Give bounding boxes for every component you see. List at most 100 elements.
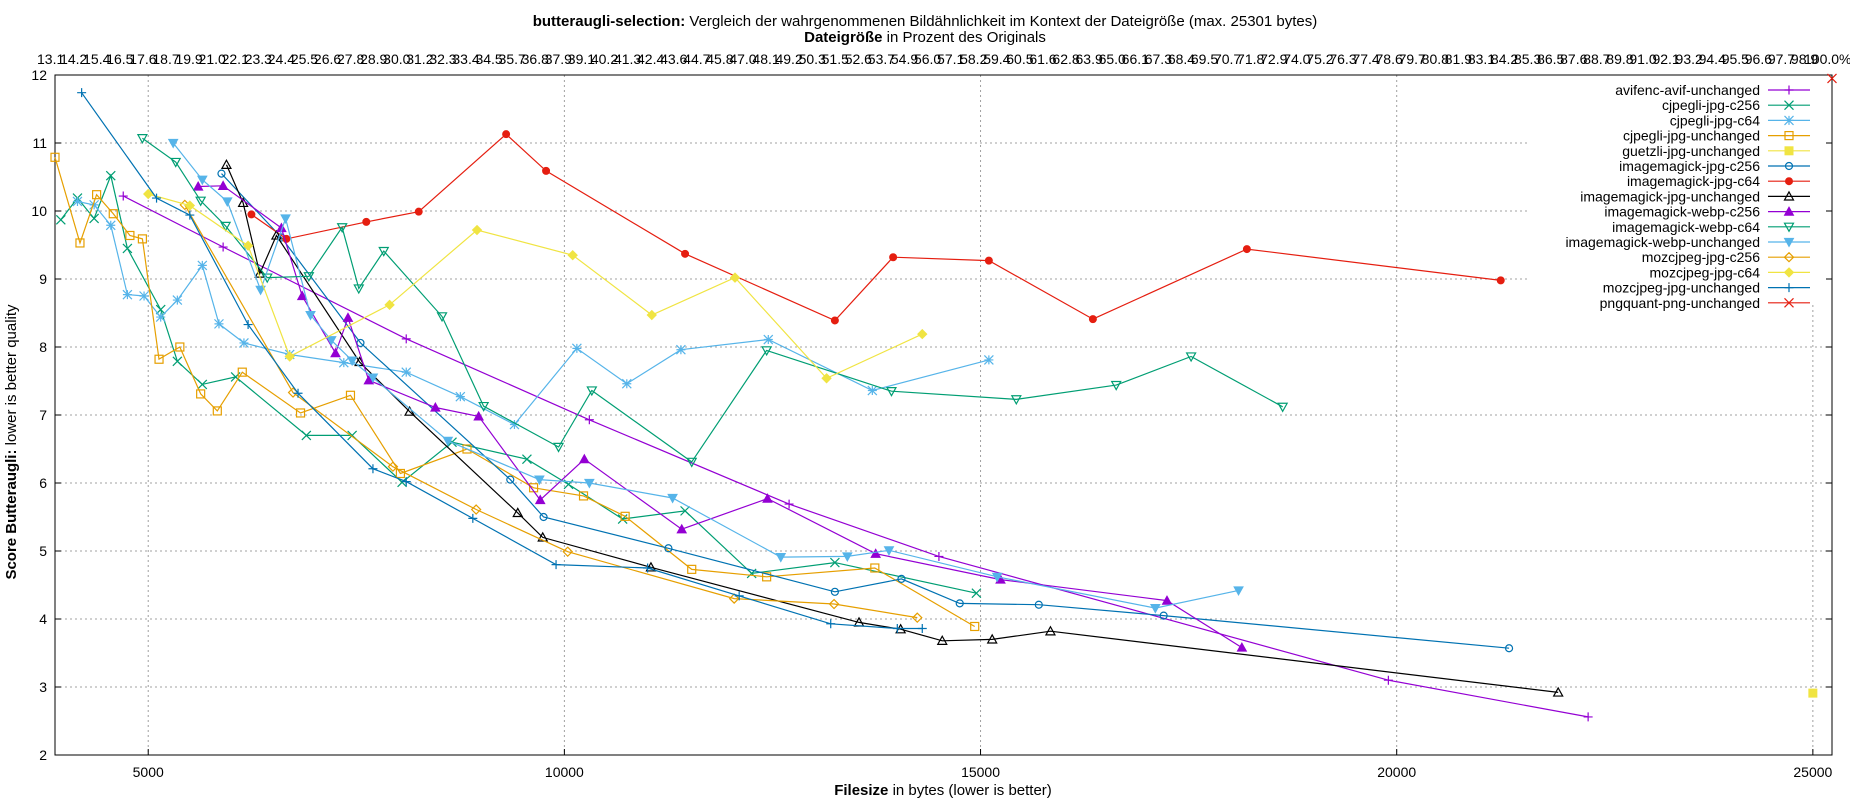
x2-tick-label: 50.3 — [799, 51, 826, 67]
data-point — [676, 523, 688, 534]
x2-tick-label: 94.4 — [1699, 51, 1726, 67]
data-point — [667, 493, 678, 504]
data-point — [217, 180, 229, 190]
data-point — [305, 310, 316, 321]
series-cjpegli-jpg-c256 — [55, 170, 982, 599]
data-point — [363, 374, 375, 385]
legend-item-avifenc-avif-unchanged: avifenc-avif-unchanged — [1615, 82, 1810, 98]
x2-tick-label: 78.6 — [1376, 51, 1403, 67]
data-point — [301, 430, 312, 441]
legend-label: imagemagick-webp-c256 — [1604, 204, 1760, 220]
series-imagemagick-webp-c256 — [192, 180, 1248, 652]
legend-marker — [1783, 237, 1795, 248]
x2-tick-label: 43.6 — [660, 51, 687, 67]
data-point — [125, 230, 135, 241]
chart-title: butteraugli-selection: Vergleich der wah… — [533, 13, 1318, 30]
x2-tick-label: 62.8 — [1052, 51, 1079, 67]
data-point — [728, 593, 740, 604]
x2-tick-label: 92.1 — [1652, 51, 1679, 67]
data-point — [303, 272, 315, 283]
data-point — [784, 499, 794, 509]
data-point — [826, 619, 836, 629]
data-point — [395, 468, 406, 479]
data-point — [1110, 380, 1122, 391]
series-imagemagick-webp-c64 — [136, 134, 1289, 468]
y-tick-label: 9 — [39, 271, 47, 287]
legend-item-cjpegli-jpg-c64: cjpegli-jpg-c64 — [1670, 112, 1810, 128]
data-point — [534, 494, 546, 505]
series-imagemagick-webp-unchanged — [167, 138, 1244, 614]
data-point — [384, 299, 395, 311]
series-cjpegli-jpg-unchanged — [50, 152, 980, 632]
data-point — [442, 436, 454, 447]
data-point — [172, 356, 183, 367]
x2-tick-label: 23.3 — [245, 51, 272, 67]
legend-item-cjpegli-jpg-c256: cjpegli-jpg-c256 — [1662, 97, 1810, 113]
y-tick-label: 6 — [39, 475, 47, 491]
legend-label: guetzli-jpg-unchanged — [1622, 143, 1760, 159]
x2-tick-label: 65.0 — [1099, 51, 1126, 67]
x2-tick-label: 13.1 — [37, 51, 64, 67]
data-point — [247, 210, 256, 219]
data-point — [828, 598, 840, 610]
data-point — [220, 221, 232, 232]
legend-item-imagemagick-webp-c64: imagemagick-webp-c64 — [1612, 219, 1810, 235]
legend-marker — [1783, 267, 1795, 278]
legend-label: mozcjpeg-jpg-c64 — [1650, 264, 1761, 280]
data-point — [681, 249, 690, 258]
data-point — [970, 621, 980, 632]
data-point — [729, 272, 741, 283]
y-tick-label: 8 — [39, 339, 47, 355]
data-point — [196, 389, 206, 399]
x2-tick-label: 71.8 — [1237, 51, 1264, 67]
data-point — [330, 347, 341, 358]
data-point — [645, 561, 657, 572]
data-point — [430, 401, 441, 412]
legend-marker — [1784, 297, 1794, 308]
data-point — [687, 564, 697, 574]
x2-tick-label: 72.9 — [1260, 51, 1287, 67]
data-point — [539, 512, 548, 522]
data-point — [155, 312, 166, 323]
x2-tick-label: 75.2 — [1306, 51, 1333, 67]
data-point — [830, 316, 839, 325]
data-point — [821, 373, 832, 384]
data-point — [971, 588, 982, 599]
data-point — [829, 557, 840, 568]
data-point — [77, 88, 87, 98]
legend-marker — [1784, 131, 1794, 141]
legend-label: cjpegli-jpg-c64 — [1670, 112, 1760, 128]
data-point — [934, 551, 944, 561]
data-point — [553, 442, 565, 453]
plot-frame — [54, 74, 1833, 756]
data-point — [621, 378, 632, 389]
series-line-imagemagick-webp-c256 — [198, 185, 1243, 649]
data-point — [506, 475, 515, 484]
data-point — [436, 312, 448, 323]
data-point — [1808, 688, 1818, 698]
data-point — [342, 312, 354, 322]
series-line-cjpegli-jpg-c64 — [77, 200, 990, 426]
x2-tick-label: 86.5 — [1537, 51, 1564, 67]
x2-tick-label: 63.9 — [1076, 51, 1103, 67]
data-point — [870, 563, 880, 573]
data-point — [1383, 675, 1393, 685]
data-point — [586, 386, 598, 397]
x2-tick-label: 48.1 — [752, 51, 779, 67]
data-point — [136, 134, 148, 144]
data-point — [512, 507, 524, 518]
legend-item-imagemagick-webp-unchanged: imagemagick-webp-unchanged — [1565, 234, 1810, 250]
legend-item-mozcjpeg-jpg-c64: mozcjpeg-jpg-c64 — [1650, 264, 1810, 280]
series-line-imagemagick-webp-unchanged — [172, 142, 1239, 609]
legend-label: mozcjpeg-jpg-c256 — [1642, 249, 1760, 265]
data-point — [378, 246, 390, 257]
series-mozcjpeg-jpg-c64 — [143, 188, 928, 384]
series-mozcjpeg-jpg-unchanged — [77, 88, 927, 634]
x2-tick-label: 36.8 — [522, 51, 549, 67]
data-point — [197, 260, 208, 271]
data-point — [362, 217, 371, 226]
data-point — [214, 318, 224, 329]
data-point — [255, 285, 266, 296]
data-point — [509, 419, 520, 430]
data-point — [675, 344, 686, 355]
